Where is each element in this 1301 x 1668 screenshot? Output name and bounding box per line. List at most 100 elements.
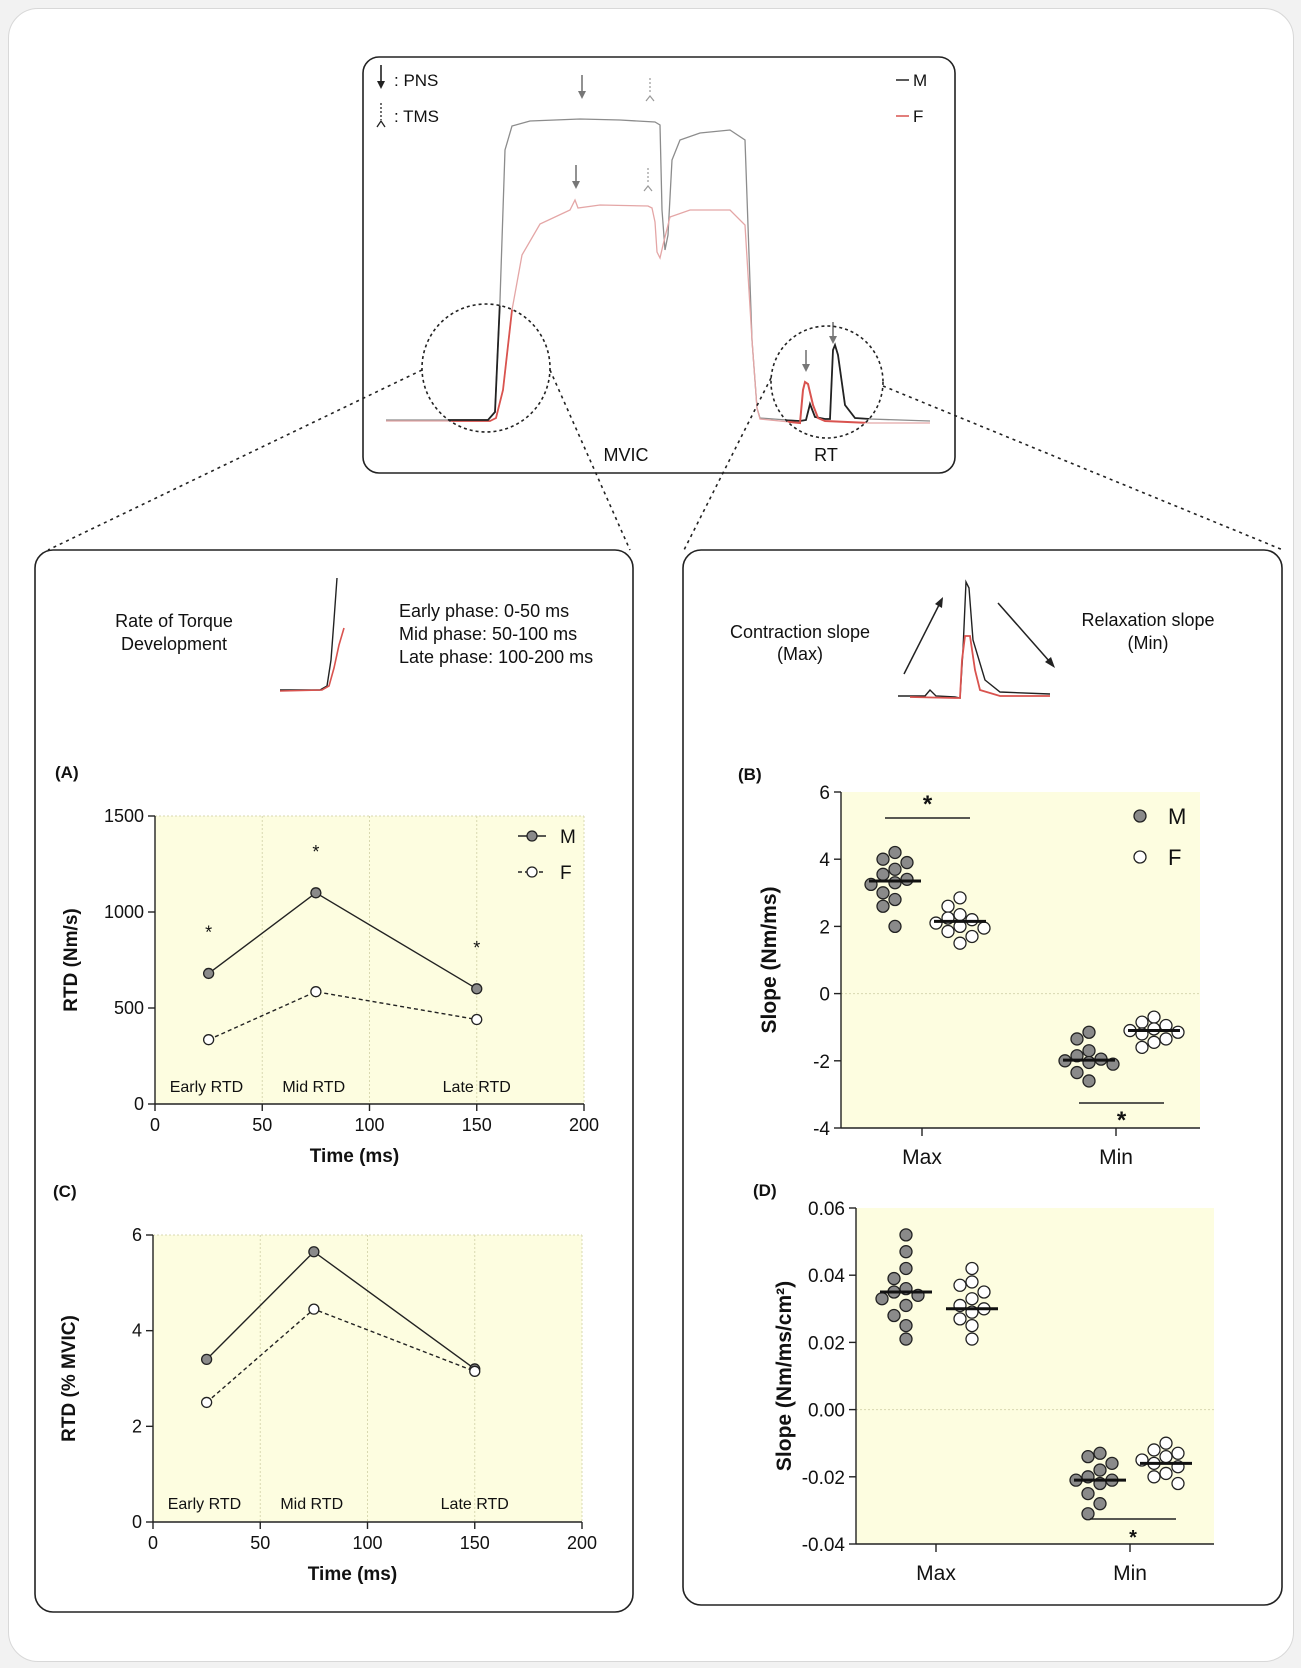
relaxation-arrow-icon (997, 602, 1055, 668)
data-point-m (888, 876, 902, 890)
y-tick-label: 0 (132, 1512, 142, 1532)
legend-pns-label: : PNS (394, 71, 438, 90)
legend-label-f: F (1168, 845, 1181, 870)
series-line-f (208, 990, 477, 1041)
data-point-f (977, 921, 991, 935)
data-point-m (1082, 1055, 1096, 1070)
tms-arrow-icon (643, 78, 655, 192)
data-point-m (1082, 1025, 1096, 1039)
data-point-f (953, 891, 967, 905)
plot-background (153, 1235, 582, 1522)
data-point-f (941, 899, 955, 913)
phase-label: Mid RTD (282, 1079, 345, 1096)
y-tick-label: 0.00 (808, 1401, 845, 1422)
y-tick-label: 0.06 (808, 1199, 845, 1220)
phase-label: Late RTD (443, 1079, 511, 1096)
x-axis-label: Time (ms) (310, 1146, 399, 1167)
data-point-m (899, 1245, 913, 1259)
data-point-m (200, 1353, 213, 1366)
x-tick-label: 50 (252, 1115, 272, 1135)
rtd-title-line1: Rate of Torque (115, 611, 233, 631)
relaxation-label-line1: Relaxation slope (1081, 610, 1214, 630)
data-point-f (965, 913, 979, 927)
chart-b: (B) -4 -2 0 2 4 6 Max Min Slope (Nm/ms) * * MF (738, 765, 1200, 1169)
data-point-f (953, 1312, 967, 1326)
legend-f-label: F (913, 107, 923, 126)
data-point-f (965, 1292, 979, 1306)
y-tick-label: 6 (819, 783, 830, 804)
data-point-f (965, 1261, 979, 1276)
significance-mark: * (923, 791, 933, 818)
y-tick-label: 1500 (104, 806, 144, 826)
x-tick-label: Min (1113, 1562, 1147, 1585)
data-point-m (1093, 1463, 1107, 1477)
significance-mark: * (312, 842, 319, 862)
x-tick-label: 0 (150, 1115, 160, 1135)
legend-marker-f (1133, 850, 1147, 864)
legend-tms-label: : TMS (394, 107, 439, 126)
data-point-f (471, 1013, 483, 1026)
x-tick-label: 150 (460, 1533, 490, 1553)
significance-mark: * (473, 938, 480, 958)
contraction-arrow-icon (903, 597, 943, 675)
pns-arrow-icon (572, 75, 837, 372)
phase-label: Early RTD (170, 1079, 244, 1096)
rtd-zoom-trace (422, 304, 550, 422)
rt-magnifier-circle (770, 325, 884, 439)
data-point-m (471, 983, 483, 995)
y-tick-label: 500 (114, 998, 144, 1018)
chart-c: (C) 0 2 4 6 0 50 100 150 200 Time (ms) RTD (% MVIC)… (53, 1182, 597, 1585)
chart-d: (D) -0.04 -0.02 0.00 0.02 0.04 0.06 Max Min Slope… (753, 1181, 1214, 1585)
tms-arrow-icon (376, 103, 386, 128)
rtd-title-line2: Development (121, 634, 227, 654)
data-point-f (1147, 1010, 1161, 1024)
contraction-label-line1: Contraction slope (730, 622, 870, 642)
data-point-f (953, 1278, 967, 1292)
data-point-m (308, 1246, 320, 1258)
legend-label-m: M (1168, 804, 1186, 829)
data-point-f (1159, 1449, 1173, 1464)
data-point-m (876, 852, 890, 866)
data-point-m (899, 1228, 913, 1242)
y-axis-label: RTD (% MVIC) (59, 1315, 80, 1442)
data-point-m (202, 967, 215, 980)
data-point-f (965, 929, 979, 944)
y-axis-label: Slope (Nm/ms) (758, 886, 781, 1033)
data-point-m (899, 1318, 913, 1333)
panel-label: (D) (753, 1181, 777, 1200)
data-point-f (308, 1303, 320, 1315)
phase-late-label: Late phase: 100-200 ms (399, 647, 593, 667)
data-point-m (1082, 1074, 1096, 1088)
rt-mini-trace (898, 579, 1051, 699)
data-point-f (1159, 1466, 1173, 1481)
y-tick-label: 1000 (104, 902, 144, 922)
y-tick-label: 2 (819, 917, 830, 938)
data-point-m (1081, 1449, 1095, 1464)
significance-mark: * (205, 922, 212, 942)
legend-marker-f (526, 866, 538, 878)
significance-mark: * (1129, 1527, 1137, 1549)
data-point-m (1081, 1486, 1095, 1501)
y-tick-label: 0 (134, 1094, 144, 1114)
top-panel: : PNS : TMS M F (362, 56, 956, 474)
data-point-f (469, 1365, 481, 1377)
data-point-f (1147, 1035, 1161, 1049)
data-point-m (876, 886, 890, 900)
data-point-m (876, 867, 890, 881)
panel-label: (B) (738, 765, 762, 784)
data-point-f (965, 1318, 979, 1333)
data-point-f (965, 1332, 979, 1346)
panel-label: (A) (55, 763, 79, 782)
data-point-f (941, 924, 955, 939)
top-panel-frame (362, 56, 956, 474)
data-point-f (1147, 1443, 1161, 1457)
data-point-f (1147, 1022, 1161, 1036)
data-point-m (876, 899, 890, 913)
phase-early-label: Early phase: 0-50 ms (399, 601, 569, 621)
plot-background (856, 1208, 1214, 1544)
data-point-f (200, 1396, 213, 1409)
phase-label: Mid RTD (280, 1496, 343, 1513)
phase-label: Early RTD (168, 1496, 242, 1513)
x-tick-label: Min (1099, 1146, 1133, 1169)
data-point-m (887, 1308, 901, 1323)
